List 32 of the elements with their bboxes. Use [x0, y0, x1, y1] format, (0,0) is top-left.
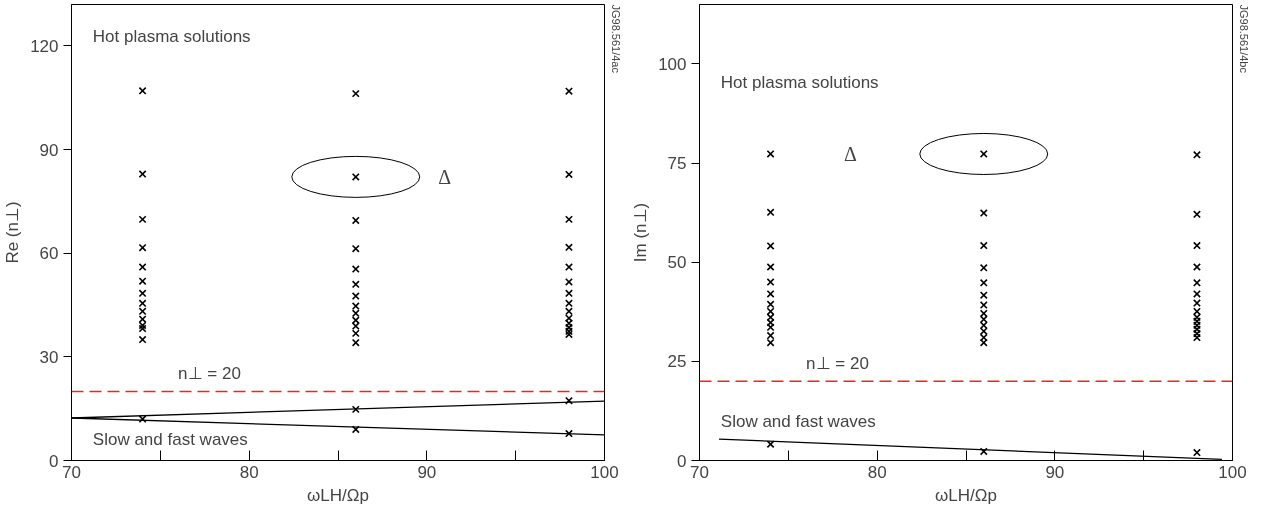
y-tick-label: 120 — [30, 36, 59, 56]
annotation: Δ — [438, 165, 452, 188]
x-axis-title: ωLH/Ωp — [935, 485, 997, 505]
annotation: Hot plasma solutions — [92, 26, 251, 46]
annotation: Slow and fast waves — [720, 412, 876, 432]
text: JG98.561/4bc — [1237, 4, 1250, 74]
x-axis-title: ωLH/Ωp — [307, 485, 369, 505]
annotation: Slow and fast waves — [92, 430, 248, 450]
y-tick-label: 0 — [677, 451, 687, 471]
ref-line-label: n⊥ = 20 — [806, 354, 869, 374]
text: JG98.561/4ac — [609, 4, 622, 74]
y-tick-label: 75 — [667, 154, 687, 174]
annotation: Hot plasma solutions — [720, 72, 879, 92]
x-tick-label: 80 — [239, 462, 259, 482]
y-tick-label: 30 — [39, 347, 59, 367]
y-axis-title: Re (n⊥) — [3, 201, 23, 264]
y-tick-label: 0 — [49, 451, 59, 471]
y-tick-label: 90 — [39, 140, 59, 160]
x-tick-label: 90 — [1045, 462, 1065, 482]
y-axis-title: Im (n⊥) — [631, 202, 651, 263]
x-tick-label: 70 — [690, 462, 709, 482]
y-tick-label: 60 — [39, 244, 59, 264]
x-tick-label: 100 — [1218, 462, 1247, 482]
x-tick-label: 80 — [867, 462, 887, 482]
y-tick-label: 50 — [667, 253, 687, 273]
annotation: Δ — [844, 142, 858, 165]
y-tick-label: 100 — [658, 54, 687, 74]
ref-line-label: n⊥ = 20 — [178, 364, 241, 384]
x-tick-label: 70 — [62, 462, 81, 482]
x-tick-label: 90 — [417, 462, 437, 482]
y-tick-label: 25 — [667, 352, 687, 372]
x-tick-label: 100 — [590, 462, 619, 482]
